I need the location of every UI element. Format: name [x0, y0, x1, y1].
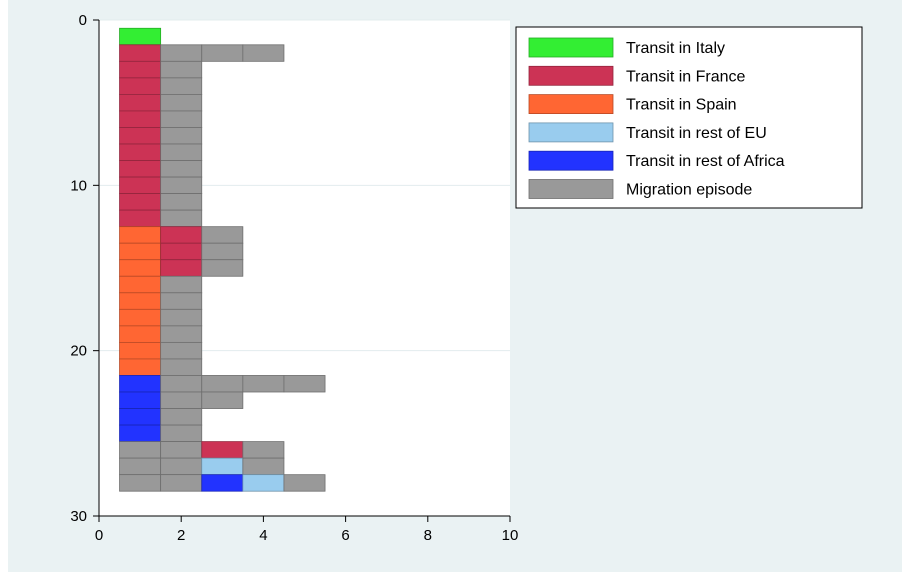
bars-layer	[119, 27, 326, 492]
bar-segment-france	[119, 127, 162, 145]
bar-segment-spain	[119, 275, 162, 294]
bar-segment-episode	[119, 441, 162, 459]
bar-segment-france	[119, 176, 162, 194]
bar-segment-episode	[283, 375, 326, 393]
bar-segment-rest-africa	[119, 391, 162, 409]
bar-segment-france	[119, 60, 162, 79]
bar-segment-france	[119, 110, 162, 128]
bar-segment-episode	[160, 209, 203, 228]
legend-label-france: Transit in France	[626, 68, 746, 85]
x-tick-label: 2	[177, 527, 185, 544]
bar-segment-france	[119, 193, 162, 211]
bar-segment-episode	[201, 259, 244, 277]
bar-segment-rest-eu	[201, 457, 244, 476]
bar-segment-episode	[160, 60, 203, 79]
y-tick-label: 0	[79, 12, 87, 29]
legend-swatch-episode	[528, 179, 614, 199]
bar-segment-episode	[201, 391, 244, 409]
bar-segment-france	[160, 242, 203, 261]
axes-layer: 0 10 20 30 0 2 4 6 8 10	[70, 12, 518, 544]
legend-label-rest-eu: Transit in rest of EU	[626, 125, 767, 142]
bar-segment-rest-africa	[201, 474, 244, 492]
bar-segment-spain	[119, 308, 162, 327]
legend-swatch-rest-eu	[528, 122, 614, 143]
x-tick-label: 6	[341, 527, 349, 544]
bar-segment-episode	[160, 375, 203, 393]
bar-segment-rest-eu	[242, 474, 285, 492]
bar-segment-episode	[160, 44, 203, 62]
legend-swatch-france	[528, 65, 614, 86]
chart-frame: 0 10 20 30 0 2 4 6 8 10 Transit in Italy Transit i…	[8, 0, 902, 572]
legend: Transit in Italy Transit in France Transit…	[515, 26, 863, 209]
y-tick-label: 10	[70, 177, 87, 194]
bar-segment-episode	[160, 77, 203, 95]
bar-segment-episode	[160, 474, 203, 492]
bar-segment-episode	[160, 275, 203, 294]
bar-segment-episode	[160, 127, 203, 145]
bar-segment-episode	[160, 143, 203, 161]
bar-segment-episode	[160, 110, 203, 128]
bar-segment-italy	[119, 27, 162, 46]
bar-segment-episode	[160, 308, 203, 327]
legend-label-italy: Transit in Italy	[626, 40, 725, 57]
bar-segment-episode	[160, 160, 203, 178]
bar-segment-episode	[242, 441, 285, 459]
x-tick-label: 0	[95, 527, 103, 544]
bar-segment-episode	[160, 408, 203, 426]
bar-segment-spain	[119, 226, 162, 244]
legend-label-episode: Migration episode	[626, 182, 752, 199]
bar-segment-episode	[160, 424, 203, 443]
y-tick-label: 30	[70, 508, 87, 525]
bar-segment-france	[119, 77, 162, 95]
bar-segment-france	[119, 143, 162, 161]
legend-swatch-rest-africa	[528, 150, 614, 171]
bar-segment-episode	[201, 226, 244, 244]
bar-segment-episode	[201, 375, 244, 393]
bar-segment-episode	[201, 242, 244, 261]
bar-segment-france	[119, 94, 162, 112]
bar-segment-episode	[242, 375, 285, 393]
bar-segment-episode	[160, 391, 203, 409]
bar-segment-episode	[160, 457, 203, 476]
bar-segment-episode	[242, 457, 285, 476]
bar-segment-spain	[119, 259, 162, 277]
bar-segment-episode	[160, 94, 203, 112]
x-tick-label: 8	[424, 527, 432, 544]
bar-segment-episode	[160, 176, 203, 194]
bar-segment-france	[160, 259, 203, 277]
bar-segment-episode	[160, 325, 203, 343]
x-tick-label: 10	[502, 527, 519, 544]
bar-segment-spain	[119, 358, 162, 376]
legend-swatch-spain	[528, 94, 614, 114]
legend-label-rest-africa: Transit in rest of Africa	[626, 153, 785, 170]
bar-segment-episode	[160, 441, 203, 459]
bar-segment-episode	[242, 44, 285, 62]
bar-segment-spain	[119, 325, 162, 343]
legend-swatch-italy	[528, 37, 614, 58]
x-tick-label: 4	[259, 527, 267, 544]
bar-segment-episode	[119, 457, 162, 476]
bar-segment-episode	[160, 193, 203, 211]
legend-label-spain: Transit in Spain	[626, 97, 737, 114]
bar-segment-rest-africa	[119, 375, 162, 393]
bar-segment-france	[201, 441, 244, 459]
y-tick-label: 20	[70, 343, 87, 360]
bar-segment-rest-africa	[119, 408, 162, 426]
bar-segment-spain	[119, 292, 162, 310]
bar-segment-episode	[160, 358, 203, 376]
bar-segment-france	[119, 44, 162, 62]
bar-segment-episode	[201, 44, 244, 62]
bar-segment-episode	[160, 341, 203, 360]
bar-segment-episode	[160, 292, 203, 310]
bar-segment-rest-africa	[119, 424, 162, 443]
bar-segment-spain	[119, 242, 162, 261]
bar-segment-france	[160, 226, 203, 244]
bar-segment-episode	[283, 474, 326, 492]
bar-segment-france	[119, 160, 162, 178]
bar-segment-france	[119, 209, 162, 228]
bar-segment-spain	[119, 341, 162, 360]
bar-segment-episode	[119, 474, 162, 492]
